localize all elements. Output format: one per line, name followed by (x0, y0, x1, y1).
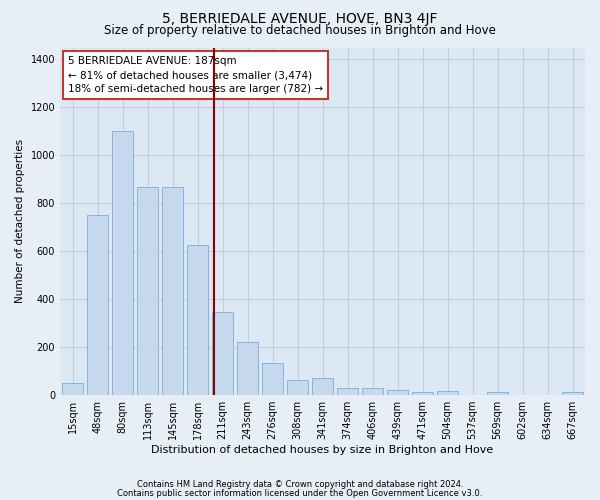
Text: 5, BERRIEDALE AVENUE, HOVE, BN3 4JF: 5, BERRIEDALE AVENUE, HOVE, BN3 4JF (162, 12, 438, 26)
Text: Contains public sector information licensed under the Open Government Licence v3: Contains public sector information licen… (118, 488, 482, 498)
Bar (312, 378, 333, 395)
Bar (362, 388, 383, 395)
Bar (387, 390, 408, 395)
Bar (487, 392, 508, 395)
Bar (237, 342, 258, 395)
Bar (212, 312, 233, 395)
Text: Size of property relative to detached houses in Brighton and Hove: Size of property relative to detached ho… (104, 24, 496, 37)
X-axis label: Distribution of detached houses by size in Brighton and Hove: Distribution of detached houses by size … (151, 445, 494, 455)
Text: 5 BERRIEDALE AVENUE: 187sqm
← 81% of detached houses are smaller (3,474)
18% of : 5 BERRIEDALE AVENUE: 187sqm ← 81% of det… (68, 56, 323, 94)
Text: Contains HM Land Registry data © Crown copyright and database right 2024.: Contains HM Land Registry data © Crown c… (137, 480, 463, 489)
Bar (187, 246, 208, 395)
Bar (412, 392, 433, 395)
Bar (62, 383, 83, 395)
Bar (137, 186, 158, 395)
Bar (112, 132, 133, 395)
Y-axis label: Number of detached properties: Number of detached properties (15, 140, 25, 304)
Bar (437, 391, 458, 395)
Bar (562, 392, 583, 395)
Bar (87, 216, 108, 395)
Bar (337, 388, 358, 395)
Bar (162, 186, 183, 395)
Bar (287, 380, 308, 395)
Bar (262, 363, 283, 395)
